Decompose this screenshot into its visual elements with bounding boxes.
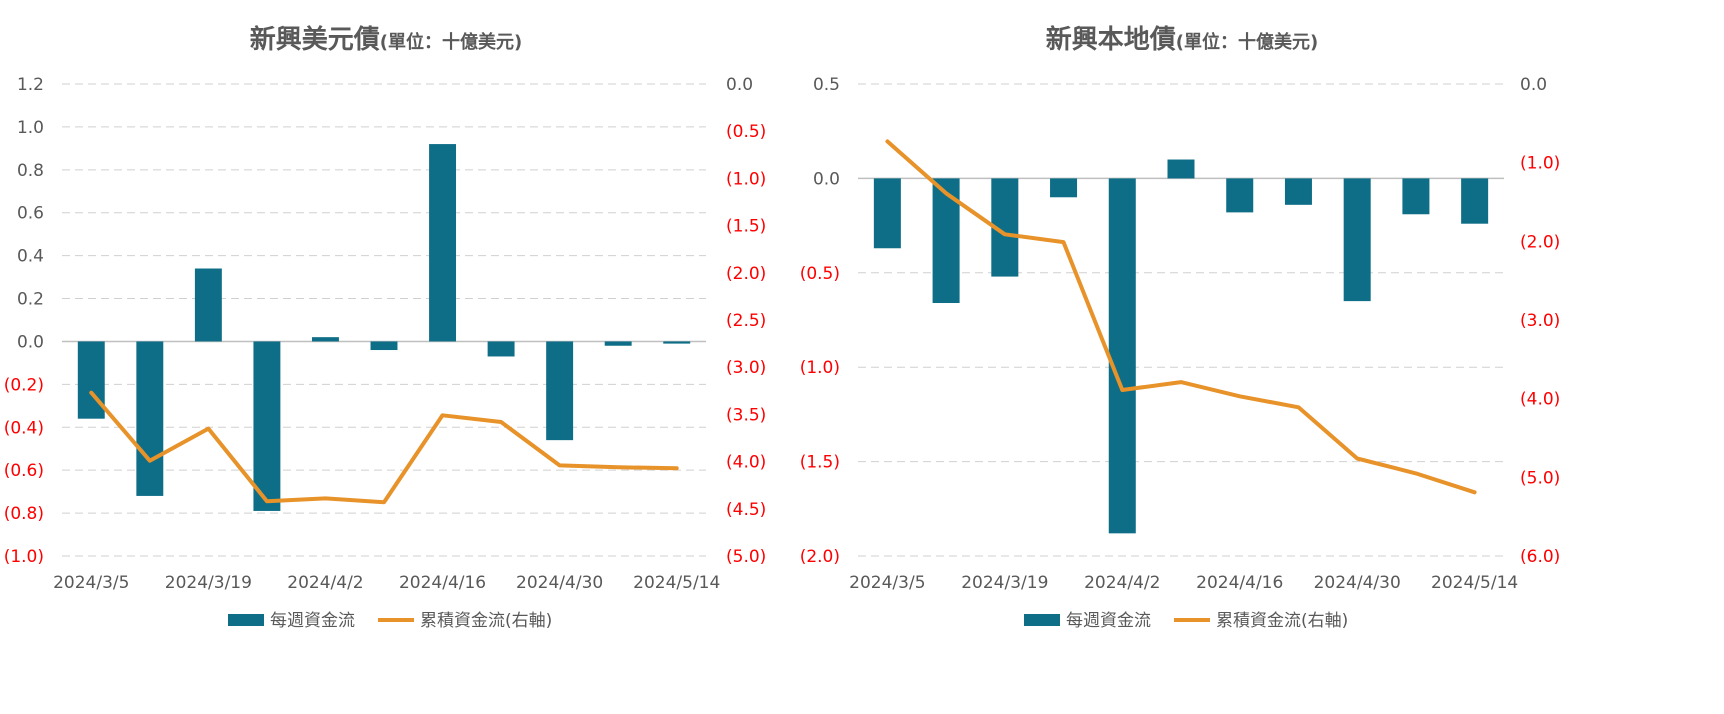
weekly-flow-bar bbox=[1461, 178, 1489, 224]
weekly-flow-bar bbox=[1108, 178, 1136, 534]
x-axis-tick-label: 2024/5/14 bbox=[633, 573, 720, 593]
chart-panel-usd-bonds: 新興美元債(單位：十億美元) 1.2 1.0 0.8 0.6 0.4 0.2 0.0 (0.2)… bbox=[4, 24, 767, 631]
x-axis-tick-label: 2024/3/5 bbox=[53, 573, 129, 593]
right-axis-tick-label: (4.5) bbox=[726, 500, 766, 520]
right-axis-tick-label: (3.0) bbox=[1520, 311, 1560, 331]
x-axis-tick-label: 2024/4/2 bbox=[1084, 573, 1160, 593]
left-axis-tick-label: (0.8) bbox=[4, 504, 44, 524]
legend: 每週資金流 累積資金流(右軸) bbox=[1024, 611, 1348, 631]
right-axis-tick-label: (1.0) bbox=[726, 169, 766, 189]
left-axis-tick-label: 0.5 bbox=[813, 75, 840, 95]
left-axis-tick-label: (0.6) bbox=[4, 461, 44, 481]
chart-title-unit: (單位：十億美元) bbox=[1176, 31, 1318, 53]
weekly-flow-bar bbox=[429, 144, 457, 342]
cumulative-flow-line bbox=[89, 390, 679, 505]
weekly-flow-bar bbox=[1402, 178, 1430, 215]
chart-panel-local-bonds: 新興本地債(單位：十億美元) 0.5 0.0 (0.5) (1.0) (1.5) (2.0)… bbox=[800, 24, 1561, 631]
right-axis-tick-label: (1.0) bbox=[1520, 154, 1560, 174]
weekly-flow-bar bbox=[487, 341, 515, 357]
left-axis-tick-label: (1.0) bbox=[4, 547, 44, 567]
cumulative-flow-line bbox=[885, 139, 1477, 495]
x-axis-tick-label: 2024/4/16 bbox=[399, 573, 486, 593]
weekly-flow-bar bbox=[1167, 159, 1195, 179]
right-axis-tick-label: (4.0) bbox=[1520, 390, 1560, 410]
legend-label-weekly-flow: 每週資金流 bbox=[1066, 611, 1151, 631]
right-axis-tick-label: (2.0) bbox=[1520, 232, 1560, 252]
right-axis-tick-label: 0.0 bbox=[726, 75, 753, 95]
x-axis-tick-label: 2024/4/30 bbox=[1314, 573, 1401, 593]
weekly-flow-bar bbox=[1226, 178, 1254, 213]
right-axis-tick-label: (6.0) bbox=[1520, 547, 1560, 567]
weekly-flow-bar bbox=[77, 341, 105, 419]
right-axis-tick-label: (3.0) bbox=[726, 358, 766, 378]
weekly-flow-bar bbox=[194, 268, 222, 342]
chart-title-main: 新興美元債 bbox=[250, 24, 380, 55]
weekly-flow-bar bbox=[1284, 178, 1312, 205]
x-axis-tick-label: 2024/5/14 bbox=[1431, 573, 1518, 593]
weekly-flow-bar bbox=[663, 341, 691, 344]
weekly-flow-bar bbox=[546, 341, 574, 441]
left-axis-tick-label: 0.2 bbox=[17, 290, 44, 310]
left-axis-tick-label: (1.0) bbox=[800, 358, 840, 378]
weekly-flow-bar bbox=[1343, 178, 1371, 302]
x-axis-tick-label: 2024/3/19 bbox=[961, 573, 1048, 593]
right-axis-tick-label: 0.0 bbox=[1520, 75, 1547, 95]
chart-title-main: 新興本地債 bbox=[1046, 24, 1176, 55]
weekly-flow-bar bbox=[873, 178, 901, 249]
chart-title-unit: (單位：十億美元) bbox=[380, 31, 522, 53]
x-axis-tick-label: 2024/3/5 bbox=[849, 573, 925, 593]
right-axis-tick-label: (1.5) bbox=[726, 217, 766, 237]
weekly-flow-bar bbox=[136, 341, 164, 496]
chart-title: 新興美元債(單位：十億美元) bbox=[250, 24, 522, 55]
left-axis-tick-label: (0.4) bbox=[4, 418, 44, 438]
legend-label-cumulative-flow: 累積資金流(右軸) bbox=[420, 611, 552, 631]
x-axis-tick-label: 2024/3/19 bbox=[165, 573, 252, 593]
left-axis-tick-label: (1.5) bbox=[800, 453, 840, 473]
chart-title: 新興本地債(單位：十億美元) bbox=[1046, 24, 1318, 55]
weekly-flow-bar bbox=[253, 341, 281, 511]
left-axis-tick-label: (0.2) bbox=[4, 375, 44, 395]
weekly-flow-bar bbox=[370, 341, 398, 351]
legend-label-cumulative-flow: 累積資金流(右軸) bbox=[1216, 611, 1348, 631]
legend-bar-swatch bbox=[228, 614, 264, 626]
weekly-flow-bar bbox=[932, 178, 960, 304]
legend: 每週資金流 累積資金流(右軸) bbox=[228, 611, 552, 631]
left-axis-tick-label: (2.0) bbox=[800, 547, 840, 567]
right-axis-tick-label: (4.0) bbox=[726, 453, 766, 473]
weekly-flow-bar bbox=[604, 341, 632, 346]
right-axis-tick-label: (5.0) bbox=[726, 547, 766, 567]
x-axis-tick-label: 2024/4/30 bbox=[516, 573, 603, 593]
x-axis-tick-label: 2024/4/2 bbox=[287, 573, 363, 593]
legend-label-weekly-flow: 每週資金流 bbox=[270, 611, 355, 631]
x-axis-tick-label: 2024/4/16 bbox=[1196, 573, 1283, 593]
left-axis-tick-label: 0.4 bbox=[17, 247, 44, 267]
left-axis-tick-label: 0.0 bbox=[17, 332, 44, 352]
left-axis-tick-label: 0.8 bbox=[17, 161, 44, 181]
legend-bar-swatch bbox=[1024, 614, 1060, 626]
left-axis-tick-label: 1.2 bbox=[17, 75, 44, 95]
weekly-flow-bar bbox=[1050, 178, 1078, 198]
right-axis-tick-label: (3.5) bbox=[726, 405, 766, 425]
left-axis-tick-label: 0.6 bbox=[17, 204, 44, 224]
left-axis-tick-label: 0.0 bbox=[813, 169, 840, 189]
right-axis-tick-label: (2.0) bbox=[726, 264, 766, 284]
left-axis-tick-label: 1.0 bbox=[17, 118, 44, 138]
weekly-flow-bar bbox=[311, 337, 339, 342]
right-axis-tick-label: (2.5) bbox=[726, 311, 766, 331]
right-axis-tick-label: (0.5) bbox=[726, 122, 766, 142]
right-axis-tick-label: (5.0) bbox=[1520, 468, 1560, 488]
left-axis-tick-label: (0.5) bbox=[800, 264, 840, 284]
